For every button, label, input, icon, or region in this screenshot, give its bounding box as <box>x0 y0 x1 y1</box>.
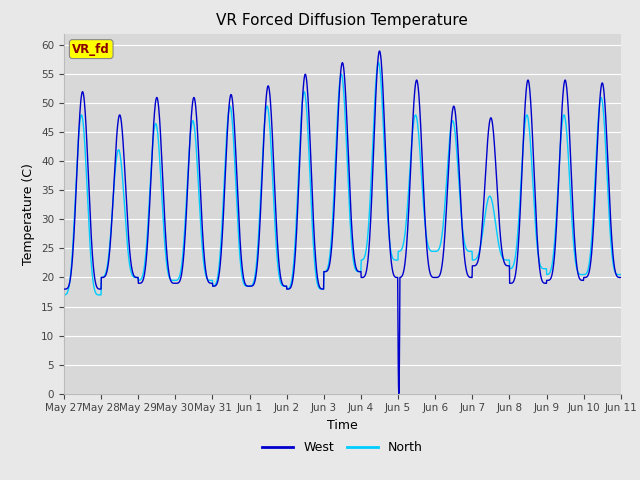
Y-axis label: Temperature (C): Temperature (C) <box>22 163 35 264</box>
Legend: West, North: West, North <box>257 436 428 459</box>
X-axis label: Time: Time <box>327 419 358 432</box>
Text: VR_fd: VR_fd <box>72 43 110 56</box>
Title: VR Forced Diffusion Temperature: VR Forced Diffusion Temperature <box>216 13 468 28</box>
